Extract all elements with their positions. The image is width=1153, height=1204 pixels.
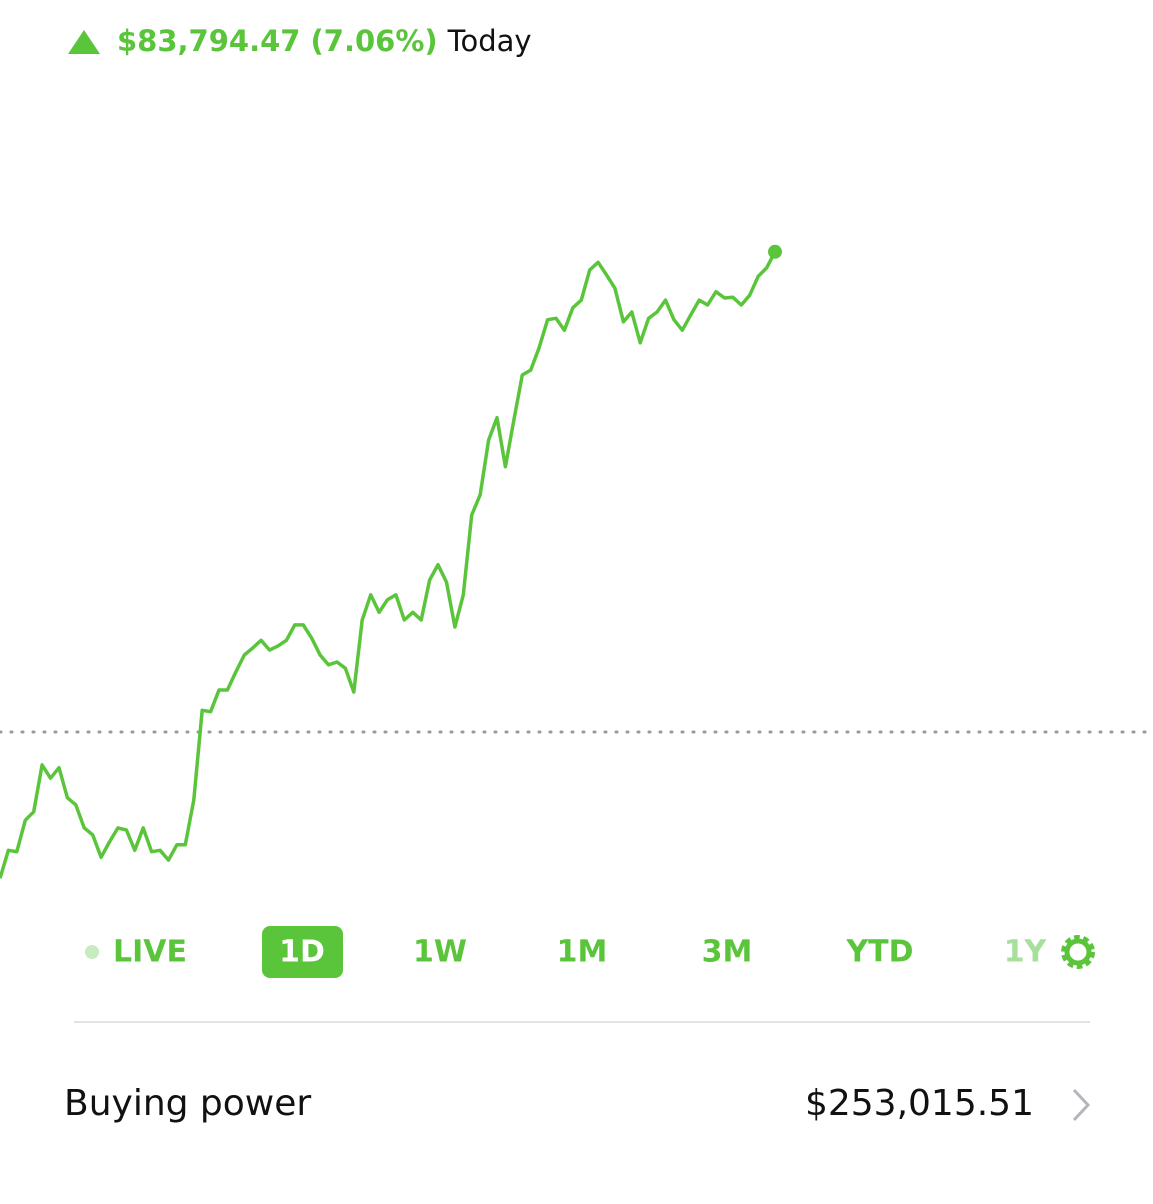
range-button[interactable]: 1W [413,935,467,970]
settings-icon[interactable] [1061,935,1095,969]
price-line [0,250,777,879]
up-arrow [68,30,100,54]
live-dot [85,945,99,959]
range-button[interactable]: YTD [845,935,913,970]
range-button[interactable]: 1Y [1004,935,1048,970]
chevron[interactable] [1072,1088,1091,1122]
period: Today [447,24,532,58]
range-button[interactable]: LIVE [113,935,187,970]
range-button[interactable]: 3M [702,935,753,970]
buying-power-label[interactable]: Buying power [64,1083,311,1124]
buying-power-value[interactable]: $253,015.51 [805,1083,1034,1124]
range-button[interactable]: 1D [279,935,325,970]
last-point [768,244,782,259]
change: $83,794.47 (7.06%) [117,24,438,58]
range-button[interactable]: 1M [557,935,608,970]
gear-ring [1064,938,1092,966]
range-selected [262,926,343,978]
